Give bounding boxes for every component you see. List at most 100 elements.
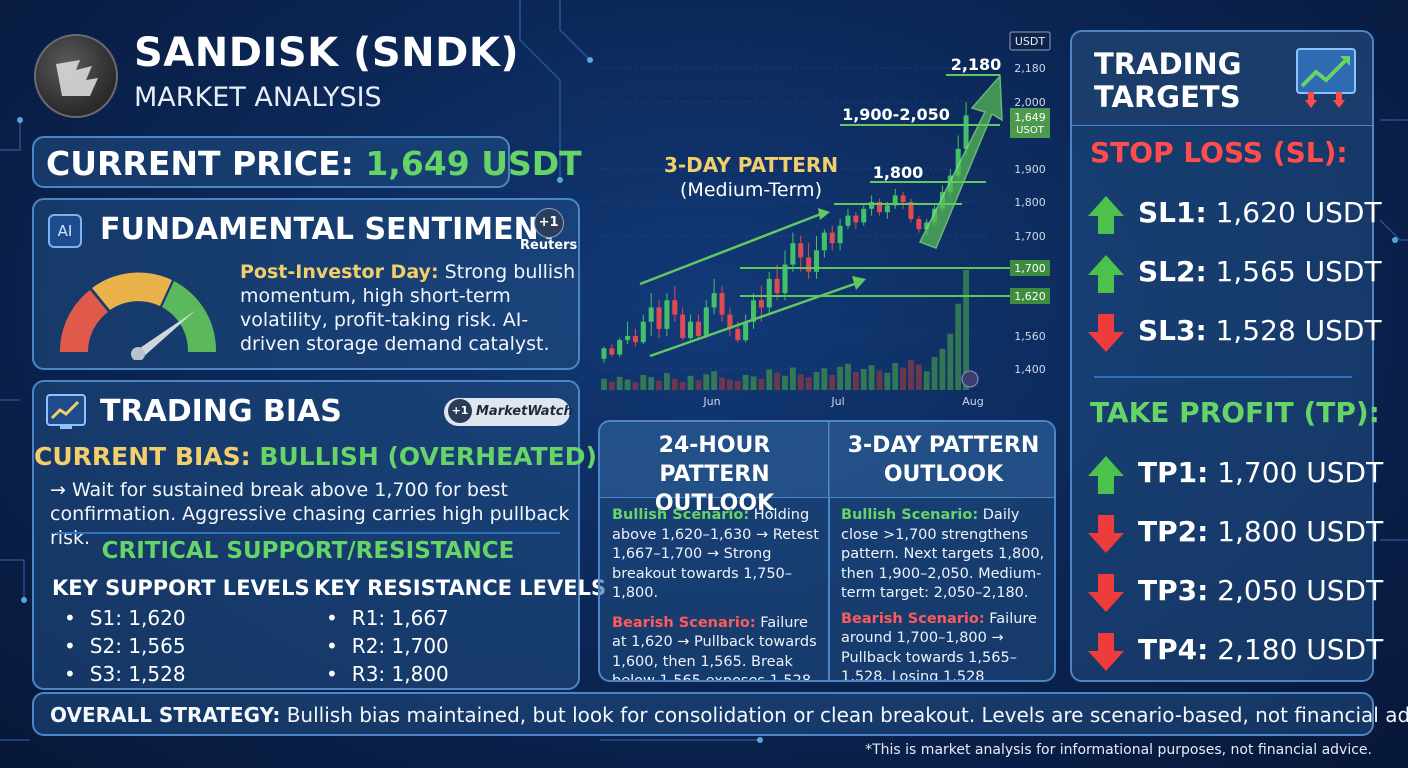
annotation-1800: 1,800 — [873, 163, 924, 182]
candle-body — [625, 336, 631, 341]
sl-label: SL3: — [1138, 314, 1207, 347]
candle-body — [743, 321, 749, 341]
volume-bar — [845, 363, 851, 390]
marketwatch-source-badge[interactable]: +1 MarketWatch — [444, 398, 573, 426]
source-name: Reuters — [520, 238, 578, 253]
candle-body — [782, 264, 788, 294]
currency-label-box — [1009, 31, 1051, 51]
candle-body — [884, 205, 890, 213]
x-tick-label: Jun — [702, 395, 720, 408]
candle-body — [735, 328, 741, 341]
currency-label: USDT — [1015, 35, 1046, 48]
fundamental-lead: Post-Investor Day: — [240, 261, 439, 283]
volume-bar — [868, 365, 875, 390]
y-tick-label: 1,400 — [1014, 363, 1046, 376]
volume-bar — [900, 367, 907, 390]
tp-label: TP3: — [1138, 574, 1209, 607]
bearish-scenario-label: Bearish Scenario: — [612, 614, 756, 631]
volume-bar — [939, 348, 946, 390]
gauge-needle — [134, 310, 196, 358]
candle-body — [672, 300, 678, 315]
x-tick-label: Jul — [830, 395, 844, 408]
volume-bar — [923, 371, 930, 390]
candle-body — [688, 321, 694, 339]
sl-label-value: SL3: 1,528 USDT — [1138, 314, 1382, 347]
bearish-scenario-text: Failure around 1,700–1,800 → Pullback to… — [841, 610, 1037, 682]
volume-bar — [774, 372, 781, 390]
sentiment-gauge — [59, 272, 217, 360]
y-axis: 2,180 2,000 1,900 1,800 1,700 1,560 1,400 — [1014, 62, 1046, 376]
tp-value: 1,700 USDT — [1217, 456, 1384, 489]
bearish-scenario-text: Failure at 1,620 → Pullback towards 1,60… — [612, 614, 819, 682]
candle-body — [813, 250, 820, 272]
page-subtitle: MARKET ANALYSIS — [134, 82, 382, 113]
volume-bar — [656, 380, 662, 390]
x-axis: Jun Jul Aug — [702, 395, 983, 408]
current-bias-label: CURRENT BIAS: — [34, 442, 251, 471]
fundamental-body: Strong bullish momentum, high short-term… — [240, 261, 576, 355]
logo-icon — [56, 60, 98, 96]
volume-bar — [695, 380, 702, 390]
level-label: 1,620 — [1014, 290, 1046, 303]
y-tick-label: 1,800 — [1014, 196, 1046, 209]
fundamental-sentiment-panel: AI FUNDAMENTAL SENTIMENT +1 Reuters Post… — [32, 198, 580, 370]
candle-body — [853, 215, 859, 223]
y-tick-label: 1,560 — [1014, 330, 1046, 343]
candle-body — [900, 195, 906, 202]
volume-bar — [860, 369, 867, 390]
sl-label-value: SL2: 1,565 USDT — [1138, 255, 1382, 288]
bullish-scenario-text: Holding above 1,620–1,630 → Retest 1,667… — [612, 507, 819, 601]
resistance-item: R2: 1,700 — [326, 632, 449, 660]
resistance-item: R3: 1,800 — [326, 660, 449, 688]
candle-body — [790, 243, 796, 265]
targets-header: TRADING TARGETS — [1072, 32, 1372, 126]
current-price-label: CURRENT PRICE: — [46, 144, 354, 183]
candle-body — [837, 225, 843, 244]
candle-body — [664, 300, 670, 329]
candle-body — [774, 278, 780, 294]
volume-bar — [908, 360, 914, 390]
tp-label: TP2: — [1138, 515, 1209, 548]
volume-bar — [892, 363, 899, 390]
volume-bar — [876, 370, 883, 390]
annotation-2180: 2,180 — [951, 55, 1002, 74]
resistance-list: R1: 1,667 R2: 1,700 R3: 1,800 — [326, 604, 449, 688]
support-list: S1: 1,620 S2: 1,565 S3: 1,528 — [64, 604, 186, 688]
bias-description: → Wait for sustained break above 1,700 f… — [50, 479, 570, 549]
outlook-divider — [828, 422, 830, 680]
volume-bar — [947, 333, 954, 390]
sandisk-logo — [34, 34, 118, 118]
divider — [56, 532, 560, 534]
level-badge — [1010, 260, 1050, 276]
down-arrow-icon — [1088, 314, 1124, 352]
level-lines: 1,620 1,700 — [740, 260, 1050, 304]
lower-trendline — [649, 280, 861, 358]
current-price-badge: 1,649 USOT — [1010, 108, 1050, 138]
y-tick-label: 1,900 — [1014, 163, 1046, 176]
volume-bar — [711, 371, 718, 390]
candle-body — [892, 195, 898, 206]
sl-value: 1,620 USDT — [1215, 196, 1382, 229]
outlook-24h-header: 24-HOUR PATTERN OUTLOOK — [600, 422, 829, 516]
bearish-scenario-label: Bearish Scenario: — [841, 610, 985, 627]
annotation-1900-2050: 1,900-2,050 — [842, 105, 950, 124]
volume-bar — [632, 382, 639, 390]
candle-body — [806, 257, 812, 272]
candle-body — [632, 336, 638, 343]
reuters-source-badge[interactable]: +1 Reuters — [520, 208, 577, 253]
volume-bar — [766, 369, 773, 390]
tp-label-value: TP2: 1,800 USDT — [1138, 515, 1383, 548]
volume-bar — [719, 377, 725, 390]
up-arrow-icon — [1088, 456, 1124, 494]
y-tick-label: 2,000 — [1014, 96, 1046, 109]
volume-bar — [797, 374, 804, 390]
current-price-box: CURRENT PRICE: 1,649 USDT — [32, 136, 582, 188]
candle-body — [845, 215, 851, 226]
outlook-24h-body: Bullish Scenario: Holding above 1,620–1,… — [612, 506, 822, 682]
ai-chip-icon: AI — [48, 214, 82, 248]
candle-body — [829, 232, 835, 244]
source-name: MarketWatch — [476, 404, 573, 419]
candle-body — [719, 293, 725, 315]
tp-value: 2,050 USDT — [1217, 574, 1384, 607]
current-price-value: 1,649 USDT — [365, 144, 582, 183]
